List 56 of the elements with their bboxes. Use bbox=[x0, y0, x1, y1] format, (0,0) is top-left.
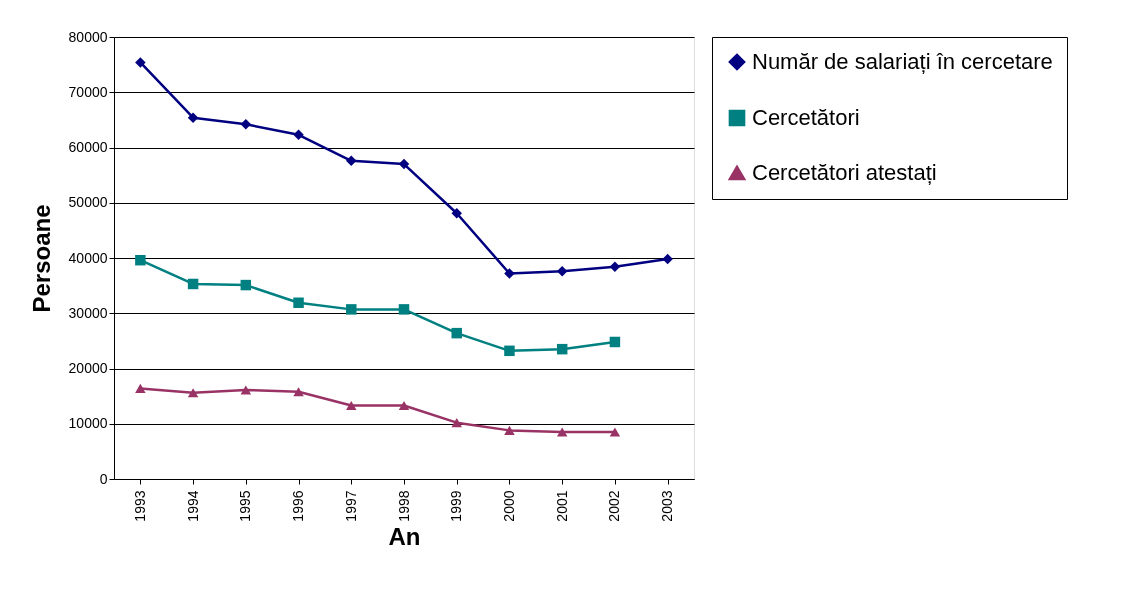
x-tick-label: 1996 bbox=[290, 490, 307, 522]
x-tick-label: 1995 bbox=[237, 490, 254, 522]
point bbox=[187, 112, 199, 123]
legend-label: Cercetători bbox=[752, 105, 860, 130]
x-tick-label: 1993 bbox=[131, 490, 148, 522]
point bbox=[346, 155, 357, 166]
point bbox=[556, 427, 568, 437]
point bbox=[187, 278, 199, 290]
point bbox=[240, 279, 252, 291]
point bbox=[240, 385, 252, 395]
point bbox=[135, 57, 146, 68]
y-tick-label: 10000 bbox=[68, 415, 108, 432]
y-tick-label: 20000 bbox=[68, 360, 108, 376]
point bbox=[556, 266, 568, 277]
point bbox=[504, 345, 515, 357]
point bbox=[346, 304, 357, 315]
point bbox=[135, 254, 146, 266]
x-tick-label: 1999 bbox=[448, 490, 465, 522]
x-tick-label: 1998 bbox=[395, 490, 412, 522]
point bbox=[451, 418, 462, 428]
point bbox=[451, 327, 462, 339]
point bbox=[135, 383, 146, 393]
point bbox=[346, 400, 357, 411]
point bbox=[504, 425, 515, 435]
point bbox=[609, 336, 621, 348]
point bbox=[504, 268, 515, 279]
x-tick-label: 1994 bbox=[184, 490, 201, 522]
y-tick-label: 80000 bbox=[68, 28, 108, 45]
x-axis-title: An bbox=[388, 522, 421, 550]
y-tick-label: 0 bbox=[99, 470, 108, 487]
x-tick-label: 2003 bbox=[659, 490, 676, 522]
x-tick-label: 2000 bbox=[500, 490, 517, 522]
x-tick-label: 2001 bbox=[553, 490, 570, 522]
y-tick-label: 30000 bbox=[68, 304, 108, 321]
point bbox=[187, 388, 199, 398]
legend-label: Număr de salariați în cercetare bbox=[752, 49, 1053, 74]
point bbox=[293, 387, 304, 397]
point bbox=[398, 158, 410, 170]
y-tick-label: 70000 bbox=[68, 83, 108, 100]
legend-label: Cercetători atestați bbox=[752, 160, 937, 185]
y-tick-label: 40000 bbox=[68, 249, 108, 266]
point bbox=[451, 208, 462, 219]
y-tick-label: 50000 bbox=[68, 194, 108, 211]
y-tick-label: 60000 bbox=[68, 139, 108, 155]
point bbox=[609, 427, 621, 437]
point bbox=[662, 253, 673, 265]
y-axis-title: Persoane bbox=[27, 204, 55, 313]
x-tick-label: 1997 bbox=[342, 490, 359, 522]
point bbox=[398, 304, 410, 315]
point bbox=[293, 297, 304, 308]
point bbox=[398, 400, 410, 411]
x-tick-label: 2002 bbox=[606, 490, 623, 522]
point bbox=[556, 343, 568, 355]
point bbox=[293, 129, 304, 141]
point bbox=[240, 119, 252, 130]
point bbox=[609, 261, 621, 273]
